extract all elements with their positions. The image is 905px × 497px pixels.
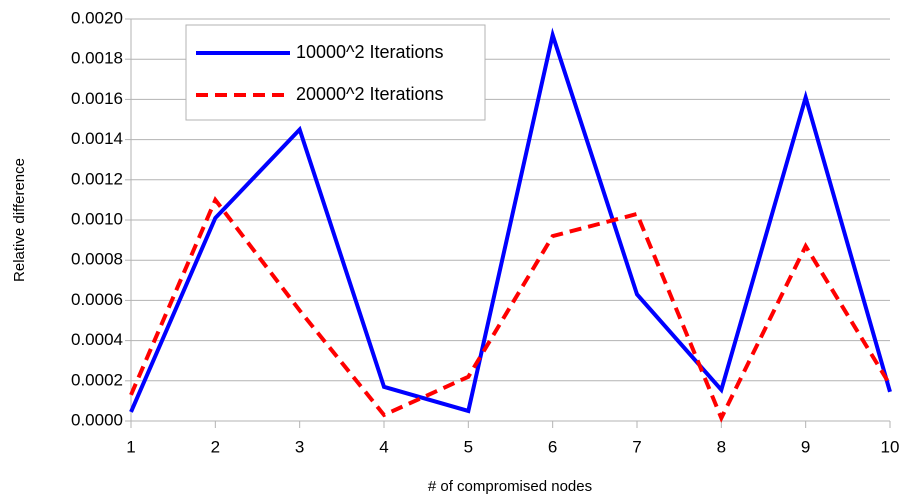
series-line [129,195,892,423]
x-tick-label: 6 [548,437,557,456]
y-tick-label: 0.0016 [71,89,123,108]
x-tick-label: 8 [717,437,726,456]
x-tick-label: 5 [464,437,473,456]
legend-box [185,24,486,121]
y-tick-label: 0.0018 [71,49,123,68]
y-tick-label: 0.0002 [71,370,123,389]
y-tick-label: 0.0000 [71,410,123,429]
x-tick-label: 1 [126,437,135,456]
y-tick-label: 0.0006 [71,290,123,309]
y-tick-label: 0.0008 [71,250,123,269]
y-tick-label: 0.0010 [71,209,123,228]
y-tick-label: 0.0012 [71,169,123,188]
y-tick-label: 0.0004 [71,330,123,349]
series-line [129,27,892,414]
x-axis-title: # of compromised nodes [428,478,592,495]
x-tick-label: 2 [211,437,220,456]
y-tick-label: 0.0020 [71,8,123,27]
x-tick-label: 7 [632,437,641,456]
x-tick-label: 3 [295,437,304,456]
x-tick-label: 9 [801,437,810,456]
x-tick-label: 10 [881,437,900,456]
y-axis-title: Relative difference [11,158,28,282]
legend-label: 20000^2 Iterations [296,84,444,104]
legend-label: 10000^2 Iterations [296,42,444,62]
y-tick-label: 0.0014 [71,129,123,148]
x-tick-label: 4 [379,437,388,456]
